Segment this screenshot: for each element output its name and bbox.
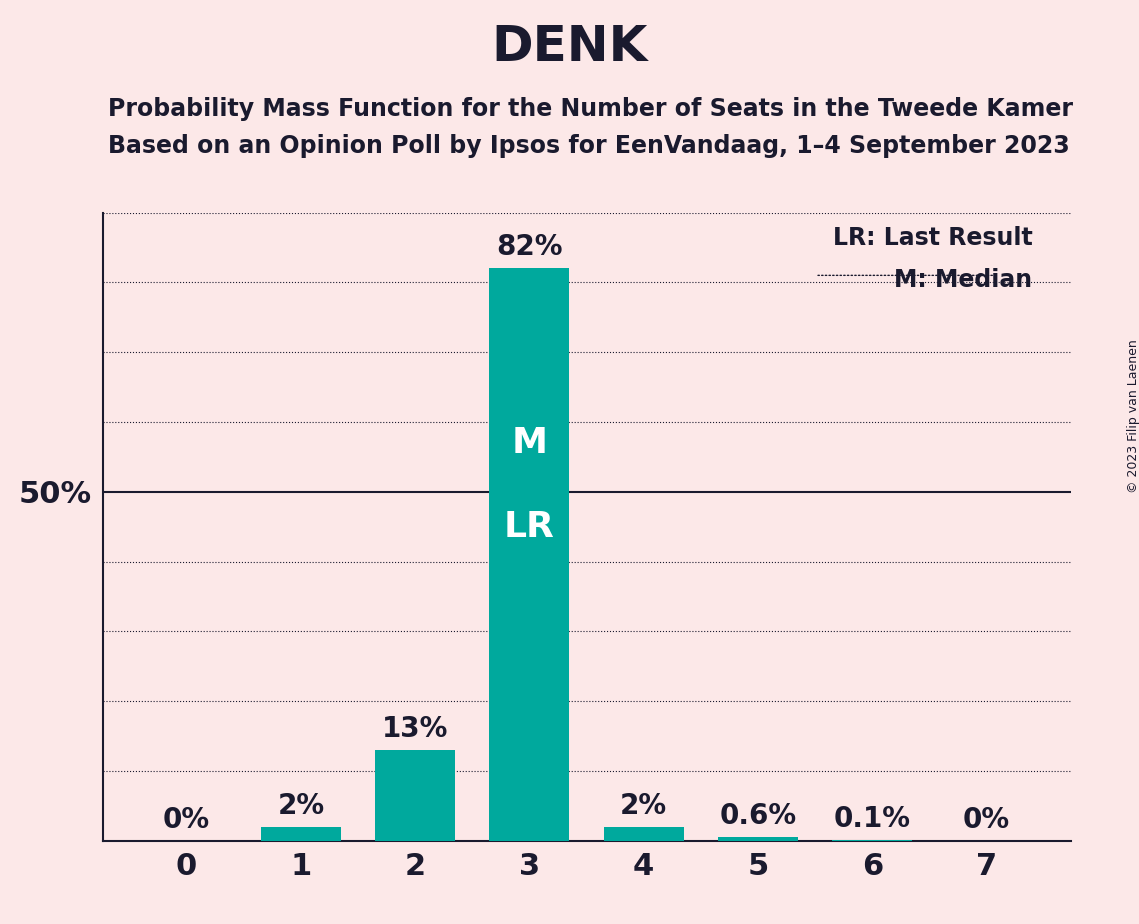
- Text: DENK: DENK: [491, 23, 648, 71]
- Text: LR: LR: [503, 510, 555, 543]
- Text: 0%: 0%: [163, 806, 210, 833]
- Text: M: Median: M: Median: [894, 268, 1032, 292]
- Text: 2%: 2%: [277, 792, 325, 820]
- Text: 82%: 82%: [497, 234, 563, 261]
- Text: 0%: 0%: [964, 806, 1010, 833]
- Text: Based on an Opinion Poll by Ipsos for EenVandaag, 1–4 September 2023: Based on an Opinion Poll by Ipsos for Ee…: [108, 134, 1070, 158]
- Text: 0.6%: 0.6%: [720, 802, 796, 830]
- Text: © 2023 Filip van Laenen: © 2023 Filip van Laenen: [1126, 339, 1139, 492]
- Text: 0.1%: 0.1%: [834, 805, 911, 833]
- Text: Probability Mass Function for the Number of Seats in the Tweede Kamer: Probability Mass Function for the Number…: [108, 97, 1073, 121]
- Text: LR: Last Result: LR: Last Result: [833, 226, 1032, 250]
- Bar: [490, 268, 570, 841]
- Bar: [604, 827, 683, 841]
- Bar: [718, 836, 798, 841]
- Text: M: M: [511, 426, 548, 460]
- Bar: [261, 827, 341, 841]
- Text: 2%: 2%: [620, 792, 667, 820]
- Text: 13%: 13%: [382, 715, 449, 743]
- Bar: [375, 750, 456, 841]
